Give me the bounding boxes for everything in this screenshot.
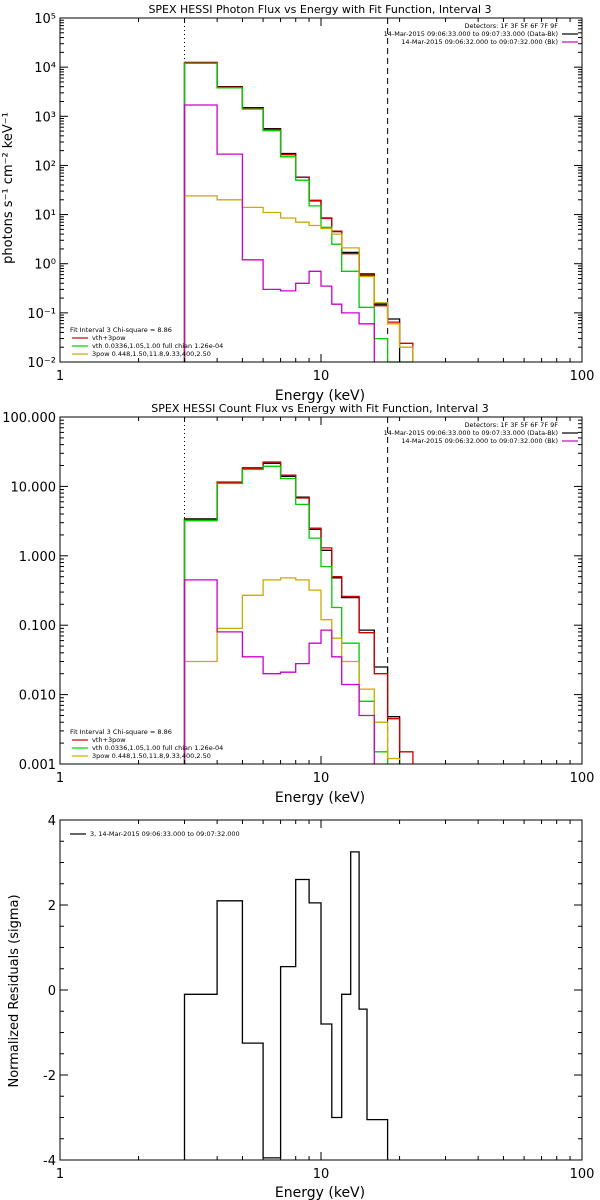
legend-entry: vth+3pow (92, 736, 126, 744)
y-tick-label: 10² (34, 159, 56, 174)
x-tick-label: 10 (313, 369, 330, 384)
x-tick-label: 10 (313, 771, 330, 786)
y-tick-label: -2 (43, 1069, 56, 1084)
legend-entry: 14-Mar-2015 09:06:32.000 to 09:07:32.000… (401, 38, 558, 46)
y-tick-label: 2 (48, 899, 56, 914)
panel1-ylabel: photons s⁻¹ cm⁻² keV⁻¹ (1, 112, 16, 264)
y-tick-label: 10.000 (11, 480, 57, 495)
series-bk-line (183, 104, 375, 362)
y-tick-label: 10⁵ (34, 12, 56, 27)
series-vth-line (183, 465, 389, 764)
y-tick-label: 1.000 (19, 550, 56, 565)
legend-entry: 3, 14-Mar-2015 09:06:33.000 to 09:07:32.… (90, 830, 240, 838)
y-tick-label: 10³ (34, 110, 56, 125)
residuals-panel: Normalized Residuals (sigma) Energy (keV… (7, 814, 594, 1200)
legend-entry: Fit Interval 3 Chi-square = 8.86 (70, 326, 172, 334)
x-tick-label: 10 (313, 1167, 330, 1182)
legend-entry: Detectors: 1F 3F 5F 6F 7F 9F (464, 22, 558, 30)
y-tick-label: 10⁻¹ (27, 307, 56, 322)
y-tick-label: 0.001 (19, 758, 56, 773)
legend-entry: Detectors: 1F 3F 5F 6F 7F 9F (464, 421, 558, 429)
legend-entry: 3pow 0.448,1.50,11.8,9.33,400,2.50 (92, 752, 211, 760)
y-tick-label: 0.100 (19, 619, 56, 634)
y-tick-label: 4 (48, 814, 56, 829)
y-tick-label: 10⁴ (34, 61, 56, 76)
y-tick-label: 100.000 (2, 411, 56, 426)
y-tick-label: -4 (43, 1154, 56, 1169)
x-tick-label: 1 (56, 369, 64, 384)
series-3pow-line (183, 195, 414, 362)
y-tick-label: 0 (48, 984, 56, 999)
legend-entry: 14-Mar-2015 09:06:32.000 to 09:07:32.000… (401, 437, 558, 445)
panel3-ylabel: Normalized Residuals (sigma) (7, 894, 22, 1087)
x-tick-label: 100 (570, 771, 595, 786)
legend-entry: 3pow 0.448,1.50,11.8,9.33,400,2.50 (92, 350, 211, 358)
series-3pow-line (183, 577, 401, 764)
legend-entry: vth 0.0336,1.05,1.00 full chian 1.26e-04 (92, 744, 223, 752)
panel3-xlabel: Energy (keV) (275, 1185, 365, 1200)
panel1-xlabel: Energy (keV) (275, 388, 365, 404)
y-tick-label: 10⁻² (27, 356, 56, 371)
series-vth-3pow-line (183, 461, 414, 764)
x-tick-label: 1 (56, 771, 64, 786)
y-tick-label: 10¹ (34, 209, 56, 224)
legend-entry: 14-Mar-2015 09:06:33.000 to 09:07:33.000… (384, 429, 558, 437)
y-tick-label: 0.010 (19, 689, 56, 704)
series-vth-3pow-line (183, 62, 414, 362)
count-flux-panel: SPEX HESSI Count Flux vs Energy with Fit… (2, 402, 594, 806)
series-residuals-line (183, 851, 389, 1160)
legend-entry: Fit Interval 3 Chi-square = 8.86 (70, 728, 172, 736)
photon-flux-panel: SPEX HESSI Photon Flux vs Energy with Fi… (1, 3, 594, 404)
legend-entry: vth+3pow (92, 334, 126, 342)
legend-entry: vth 0.0336,1.05,1.00 full chian 1.26e-04 (92, 342, 223, 350)
x-tick-label: 1 (56, 1167, 64, 1182)
y-tick-label: 10⁰ (34, 258, 56, 273)
x-tick-label: 100 (570, 1167, 595, 1182)
legend-entry: 14-Mar-2015 09:06:33.000 to 09:07:33.000… (384, 30, 558, 38)
series-bk-line (183, 579, 375, 764)
panel1-title: SPEX HESSI Photon Flux vs Energy with Fi… (148, 3, 491, 16)
panel2-xlabel: Energy (keV) (275, 790, 365, 806)
x-tick-label: 100 (570, 369, 595, 384)
plot-frame (59, 17, 583, 363)
series-vth-line (183, 62, 413, 363)
panel2-title: SPEX HESSI Count Flux vs Energy with Fit… (151, 402, 488, 415)
